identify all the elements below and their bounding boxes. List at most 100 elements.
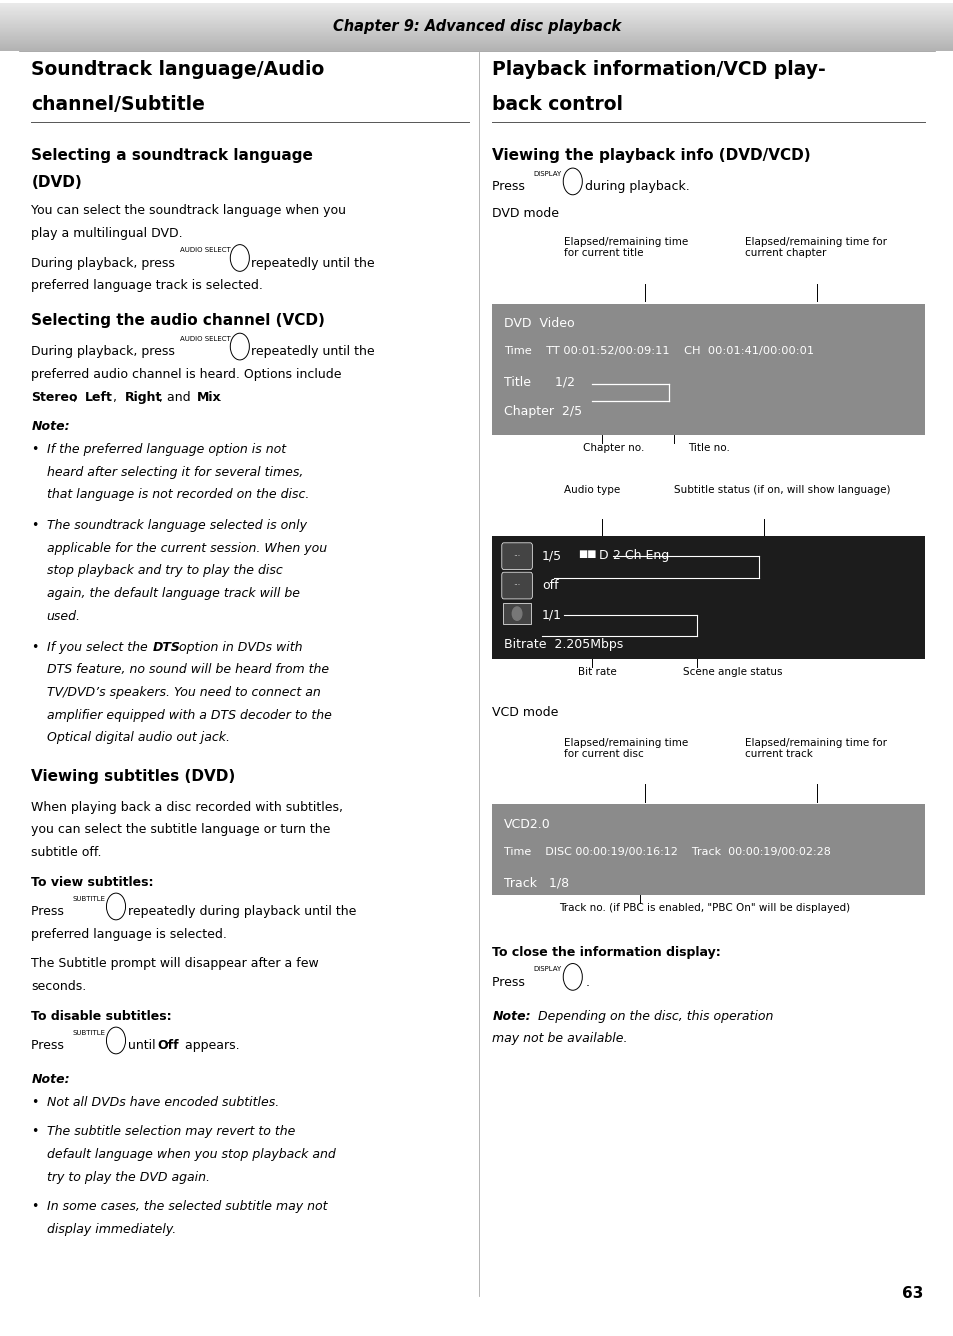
Text: Title      1/2: Title 1/2 — [503, 375, 574, 389]
Text: preferred audio channel is heard. Options include: preferred audio channel is heard. Option… — [31, 367, 341, 381]
Text: heard after selecting it for several times,: heard after selecting it for several tim… — [47, 466, 303, 478]
Text: Depending on the disc, this operation: Depending on the disc, this operation — [534, 1010, 773, 1022]
Text: may not be available.: may not be available. — [492, 1033, 627, 1045]
Text: during playback.: during playback. — [584, 180, 689, 194]
Text: Scene angle status: Scene angle status — [682, 667, 781, 677]
Text: During playback, press: During playback, press — [31, 345, 179, 358]
Text: To view subtitles:: To view subtitles: — [31, 875, 153, 888]
Text: ,: , — [72, 390, 81, 403]
Text: Time    TT 00:01:52/00:09:11    CH  00:01:41/00:00:01: Time TT 00:01:52/00:09:11 CH 00:01:41/00… — [503, 346, 813, 357]
Text: until: until — [129, 1039, 160, 1053]
Text: Elapsed/remaining time
for current disc: Elapsed/remaining time for current disc — [563, 737, 687, 759]
Bar — [492, 804, 924, 895]
Text: •: • — [31, 444, 39, 456]
Text: DTS feature, no sound will be heard from the: DTS feature, no sound will be heard from… — [47, 664, 329, 676]
Text: When playing back a disc recorded with subtitles,: When playing back a disc recorded with s… — [31, 800, 343, 814]
Text: If you select the: If you select the — [47, 641, 152, 653]
Text: Bit rate: Bit rate — [578, 667, 617, 677]
Text: Chapter  2/5: Chapter 2/5 — [503, 405, 581, 418]
Text: To close the information display:: To close the information display: — [492, 946, 720, 959]
Text: Chapter 9: Advanced disc playback: Chapter 9: Advanced disc playback — [333, 19, 620, 35]
Text: back control: back control — [492, 95, 622, 114]
Text: ···: ··· — [513, 581, 520, 591]
Text: play a multilingual DVD.: play a multilingual DVD. — [31, 227, 183, 240]
Text: repeatedly until the: repeatedly until the — [251, 345, 375, 358]
Text: .: . — [217, 390, 221, 403]
Circle shape — [512, 607, 521, 620]
Text: DISPLAY: DISPLAY — [533, 966, 561, 973]
Text: •: • — [31, 1200, 39, 1213]
Text: Stereo: Stereo — [31, 390, 78, 403]
FancyBboxPatch shape — [501, 542, 532, 569]
Text: Left: Left — [85, 390, 112, 403]
Text: off: off — [541, 578, 558, 592]
Text: used.: used. — [47, 611, 81, 623]
Text: default language when you stop playback and: default language when you stop playback … — [47, 1148, 335, 1161]
Text: Bitrate  2.205Mbps: Bitrate 2.205Mbps — [503, 637, 622, 651]
Text: ···: ··· — [513, 552, 520, 561]
Text: Subtitle status (if on, will show language): Subtitle status (if on, will show langua… — [673, 485, 889, 496]
Text: ■■: ■■ — [578, 549, 596, 560]
Text: try to play the DVD again.: try to play the DVD again. — [47, 1170, 210, 1184]
Text: again, the default language track will be: again, the default language track will b… — [47, 588, 299, 600]
Text: •: • — [31, 641, 39, 653]
Text: display immediately.: display immediately. — [47, 1222, 175, 1236]
Text: Viewing subtitles (DVD): Viewing subtitles (DVD) — [31, 770, 235, 784]
Text: repeatedly during playback until the: repeatedly during playback until the — [129, 906, 356, 918]
Text: AUDIO SELECT: AUDIO SELECT — [180, 335, 231, 342]
Text: preferred language track is selected.: preferred language track is selected. — [31, 279, 263, 293]
Text: Time    DISC 00:00:19/00:16:12    Track  00:00:19/00:02:28: Time DISC 00:00:19/00:16:12 Track 00:00:… — [503, 847, 830, 858]
Text: that language is not recorded on the disc.: that language is not recorded on the dis… — [47, 489, 309, 501]
Text: Selecting the audio channel (VCD): Selecting the audio channel (VCD) — [31, 314, 325, 329]
Text: Soundtrack language/Audio: Soundtrack language/Audio — [31, 60, 324, 79]
Text: Off: Off — [157, 1039, 178, 1053]
Text: Note:: Note: — [31, 1073, 70, 1086]
Text: AUDIO SELECT: AUDIO SELECT — [180, 247, 231, 254]
Text: Elapsed/remaining time for
current track: Elapsed/remaining time for current track — [744, 737, 886, 759]
Text: D: D — [598, 549, 608, 562]
Text: Press: Press — [492, 180, 529, 194]
Text: 1/5: 1/5 — [541, 549, 561, 562]
Text: , and: , and — [159, 390, 194, 403]
Text: 1/1: 1/1 — [541, 608, 561, 621]
Text: TV/DVD’s speakers. You need to connect an: TV/DVD’s speakers. You need to connect a… — [47, 687, 320, 699]
Text: •: • — [31, 1125, 39, 1138]
Text: Right: Right — [125, 390, 162, 403]
Text: DISPLAY: DISPLAY — [533, 171, 561, 176]
Text: SUBTITLE: SUBTITLE — [72, 1030, 106, 1035]
Text: Track no. (if PBC is enabled, "PBC On" will be displayed): Track no. (if PBC is enabled, "PBC On" w… — [558, 903, 849, 914]
Text: (DVD): (DVD) — [31, 175, 82, 190]
Text: Audio type: Audio type — [563, 485, 619, 496]
Text: you can select the subtitle language or turn the: you can select the subtitle language or … — [31, 823, 331, 836]
Text: repeatedly until the: repeatedly until the — [251, 257, 375, 270]
Text: applicable for the current session. When you: applicable for the current session. When… — [47, 542, 327, 554]
Text: .: . — [584, 975, 589, 989]
Bar — [492, 536, 924, 659]
Text: appears.: appears. — [181, 1039, 239, 1053]
Text: VCD mode: VCD mode — [492, 705, 558, 719]
Text: 2 Ch Eng: 2 Ch Eng — [613, 549, 669, 562]
Text: In some cases, the selected subtitle may not: In some cases, the selected subtitle may… — [47, 1200, 327, 1213]
Text: Chapter no.: Chapter no. — [582, 442, 643, 453]
Text: DTS: DTS — [153, 641, 181, 653]
Text: Track   1/8: Track 1/8 — [503, 876, 568, 890]
Text: DVD mode: DVD mode — [492, 207, 558, 220]
Text: The soundtrack language selected is only: The soundtrack language selected is only — [47, 520, 307, 532]
Text: Press: Press — [31, 1039, 69, 1053]
FancyBboxPatch shape — [502, 603, 531, 624]
Text: The Subtitle prompt will disappear after a few: The Subtitle prompt will disappear after… — [31, 958, 319, 970]
Text: Note:: Note: — [492, 1010, 530, 1022]
Text: Elapsed/remaining time for
current chapter: Elapsed/remaining time for current chapt… — [744, 236, 886, 258]
Text: channel/Subtitle: channel/Subtitle — [31, 95, 205, 114]
Text: Selecting a soundtrack language: Selecting a soundtrack language — [31, 148, 313, 163]
Bar — [492, 303, 924, 434]
Text: Not all DVDs have encoded subtitles.: Not all DVDs have encoded subtitles. — [47, 1096, 278, 1109]
Text: seconds.: seconds. — [31, 981, 87, 993]
Text: Note:: Note: — [31, 421, 70, 433]
Text: stop playback and try to play the disc: stop playback and try to play the disc — [47, 565, 282, 577]
Text: To disable subtitles:: To disable subtitles: — [31, 1010, 172, 1022]
Text: Viewing the playback info (DVD/VCD): Viewing the playback info (DVD/VCD) — [492, 148, 810, 163]
Text: 63: 63 — [902, 1287, 923, 1301]
Text: Press: Press — [492, 975, 529, 989]
Text: SUBTITLE: SUBTITLE — [72, 896, 106, 902]
